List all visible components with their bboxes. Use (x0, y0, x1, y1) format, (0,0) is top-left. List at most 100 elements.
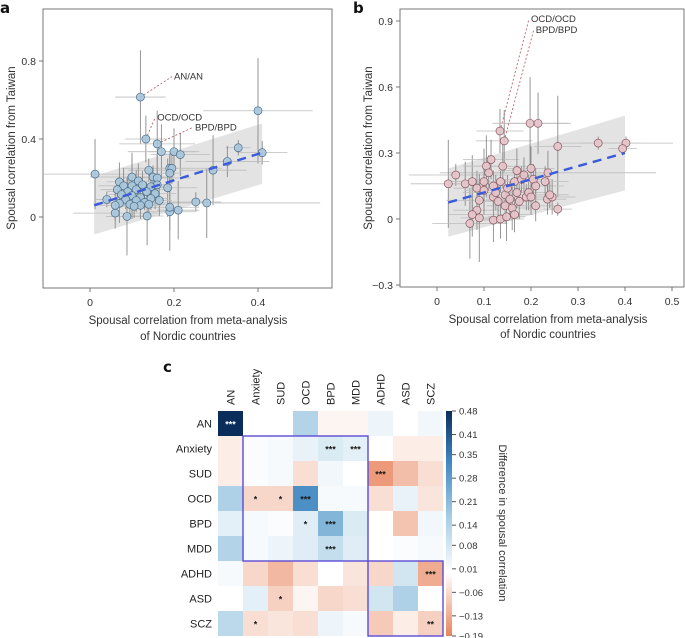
column-label: OCD (301, 381, 313, 406)
heatmap-cell (393, 461, 418, 486)
heatmap-cells (218, 411, 443, 636)
panel-a-x-axis: 0 0.2 0.4 (87, 288, 265, 309)
heatmap-cell (393, 436, 418, 461)
heatmap-cell (318, 511, 343, 536)
heatmap-significance-marks: ****** ******* * **** *********** ** (225, 420, 436, 630)
annotation-leader-line (140, 76, 173, 98)
y-tick-label: 0.6 (378, 82, 393, 94)
heatmap-cell (318, 436, 343, 461)
heatmap-cell (368, 511, 393, 536)
colorbar-tick-label: 0.21 (459, 497, 478, 508)
data-point (90, 169, 100, 179)
data-point (502, 212, 511, 222)
panel-b-fit-line (447, 151, 626, 204)
data-point (142, 211, 152, 221)
panel-b-x-axis: 0 0.1 0.2 0.3 0.4 0.5 (434, 287, 679, 308)
heatmap-cell (218, 486, 243, 511)
data-point (233, 143, 243, 153)
column-label: ASD (401, 382, 413, 405)
x-tick-label: 0.5 (665, 296, 680, 308)
heatmap-cell (268, 536, 293, 561)
heatmap-cell (368, 536, 393, 561)
heatmap-cell (218, 561, 243, 586)
significance-stars: * (254, 495, 258, 505)
y-tick-label: 0.4 (21, 134, 36, 146)
significance-stars: * (279, 495, 283, 505)
panel-b-x-axis-title-line1: Spousal correlation from meta-analysis (449, 314, 648, 326)
annotation-label: BPD/BPD (536, 25, 578, 36)
panel-b-ci-band (448, 115, 625, 237)
heatmap-cell (243, 436, 268, 461)
heatmap-cell (368, 436, 393, 461)
data-point (144, 165, 154, 175)
heatmap-cell (243, 486, 268, 511)
heatmap-cell (318, 411, 343, 436)
x-tick-label: 0.4 (618, 296, 633, 308)
panel-c-heatmap: c ****** ******* * **** *********** ** ANAnxi… (163, 358, 508, 638)
data-point (545, 190, 555, 200)
data-point (498, 161, 508, 171)
data-point (493, 197, 503, 206)
x-tick-label: 0.1 (477, 296, 492, 308)
heatmap-cell (418, 586, 443, 611)
colorbar-title: Difference in spousal correlation (496, 445, 508, 602)
heatmap-cell (243, 461, 268, 486)
column-label: ADHD (376, 374, 388, 405)
annotation-label: OCD/OCD (531, 14, 576, 25)
heatmap-cell (218, 436, 243, 461)
y-tick-label: −0.3 (372, 280, 393, 292)
data-point (467, 177, 477, 186)
significance-stars: *** (325, 520, 336, 530)
row-label: ASD (189, 594, 212, 606)
highlight-box (367, 560, 444, 637)
heatmap-cell (268, 561, 293, 586)
heatmap-cell (393, 411, 418, 436)
heatmap-column-labels: AN Anxiety SUD OCD BPD MDD ADHD ASD SCZ (226, 368, 438, 405)
data-point (157, 147, 166, 157)
heatmap-cell (218, 536, 243, 561)
significance-stars: *** (425, 570, 436, 580)
data-point (163, 183, 173, 193)
data-point (138, 180, 147, 190)
significance-stars: * (279, 595, 283, 605)
data-point (443, 179, 453, 189)
panel-label-a: a (0, 0, 10, 17)
significance-stars: *** (325, 445, 336, 455)
column-label: Anxiety (251, 368, 263, 405)
data-point (122, 212, 132, 221)
annotation-leader-line (503, 29, 535, 142)
data-point (514, 197, 524, 206)
heatmap-cell (243, 411, 268, 436)
panel-a-points (90, 92, 267, 221)
heatmap-cell (243, 611, 268, 636)
heatmap-highlight-boxes (242, 435, 444, 637)
data-point (467, 210, 477, 219)
data-point (540, 177, 550, 186)
colorbar-tick-label: 0.14 (459, 521, 478, 532)
y-tick-label: 0 (387, 214, 393, 226)
heatmap-cell (343, 486, 368, 511)
heatmap-cell (343, 536, 368, 561)
data-point (618, 144, 628, 153)
significance-stars: *** (350, 445, 361, 455)
heatmap-cell (268, 586, 293, 611)
heatmap-cell (368, 586, 393, 611)
x-tick-label: 0.2 (167, 297, 182, 309)
row-label: Anxiety (176, 444, 213, 456)
row-label: AN (197, 419, 212, 431)
heatmap-cell (293, 611, 318, 636)
heatmap-cell (368, 486, 393, 511)
data-point (127, 172, 137, 182)
data-point (510, 210, 519, 219)
annotation-label: AN/AN (174, 72, 203, 83)
colorbar-tick-label: 0.35 (459, 450, 478, 461)
x-tick-label: 0.3 (571, 296, 586, 308)
data-point (505, 194, 515, 204)
colorbar (446, 411, 452, 636)
x-tick-label: 0.2 (524, 296, 539, 308)
heatmap-cell (268, 486, 293, 511)
heatmap-cell (343, 411, 368, 436)
x-tick-label: 0.4 (251, 297, 266, 309)
highlight-box (242, 435, 369, 562)
